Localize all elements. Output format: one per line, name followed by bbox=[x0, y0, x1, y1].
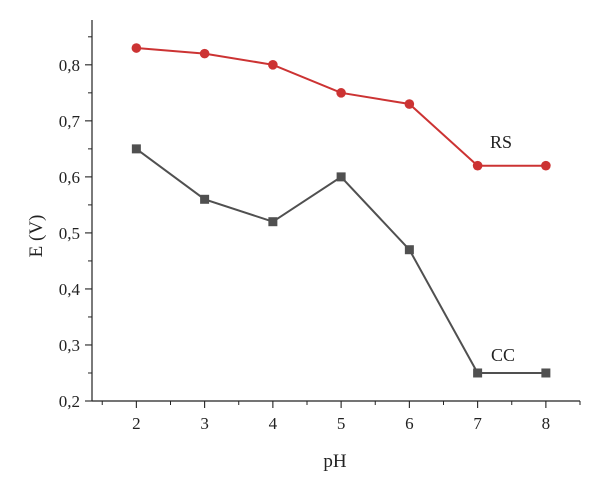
data-point-rs bbox=[199, 48, 210, 59]
x-axis-title: pH bbox=[323, 451, 347, 472]
y-tick-label: 0,2 bbox=[59, 392, 80, 411]
series-group bbox=[131, 43, 551, 378]
data-point-cc bbox=[200, 194, 210, 204]
y-tick-label: 0,5 bbox=[59, 224, 80, 243]
data-point-rs bbox=[131, 43, 142, 53]
data-point-rs bbox=[541, 160, 551, 171]
data-point-cc bbox=[541, 368, 551, 378]
data-point-cc bbox=[336, 172, 346, 182]
data-point-rs bbox=[472, 160, 483, 171]
series-label-rs: RS bbox=[490, 132, 512, 152]
series-line-rs bbox=[136, 47, 546, 167]
x-tick-label: 8 bbox=[542, 414, 551, 433]
data-point-cc bbox=[131, 144, 141, 154]
y-tick-label: 0,6 bbox=[59, 168, 80, 187]
x-tick-label: 2 bbox=[132, 414, 141, 433]
data-point-rs bbox=[268, 60, 278, 70]
ticks: 0,2 0,3 0,4 0,5 0,6 0,7 0,8 2 3 4 5 6 7 8 bbox=[59, 36, 581, 433]
y-tick-label: 0,7 bbox=[59, 112, 81, 131]
data-point-rs bbox=[404, 99, 415, 109]
y-tick-label: 0,8 bbox=[59, 56, 80, 75]
data-point-cc bbox=[268, 217, 278, 227]
y-tick-label: 0,3 bbox=[59, 336, 80, 355]
x-tick-label: 4 bbox=[269, 414, 278, 433]
series-label-cc: CC bbox=[491, 345, 515, 365]
y-axis-title: E (V) bbox=[26, 215, 47, 258]
data-point-cc bbox=[404, 245, 414, 255]
x-tick-label: 3 bbox=[200, 414, 209, 433]
data-point-rs bbox=[336, 88, 346, 98]
y-tick-label: 0,4 bbox=[59, 280, 81, 299]
data-point-cc bbox=[473, 368, 483, 378]
x-tick-label: 5 bbox=[337, 414, 346, 433]
x-tick-label: 7 bbox=[473, 414, 482, 433]
x-tick-label: 6 bbox=[405, 414, 414, 433]
series-line-cc bbox=[135, 148, 546, 374]
axes bbox=[91, 20, 580, 402]
